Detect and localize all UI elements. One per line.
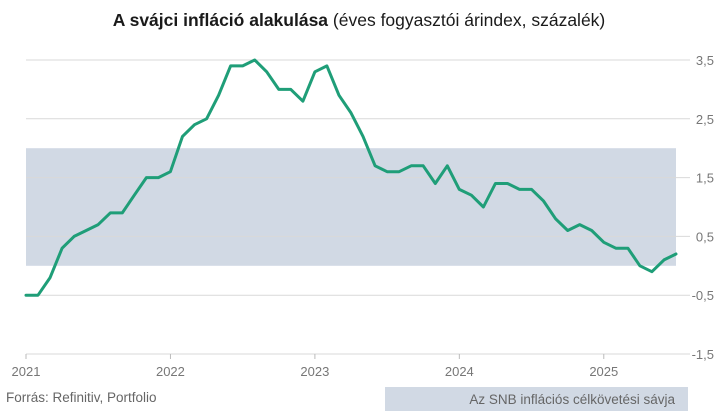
line-chart: 3,5 2,5 1,5 0,5 -0,5 -1,5 2021 2022 2023 2024 202… — [12, 53, 714, 379]
y-tick-label: 0,5 — [696, 229, 714, 244]
x-tick-label: 2022 — [156, 364, 185, 379]
target-band — [26, 148, 676, 266]
y-tick-label: -0,5 — [692, 288, 714, 303]
chart-title-main: A svájci infláció alakulása — [112, 10, 329, 30]
y-tick-label: -1,5 — [692, 347, 714, 362]
y-tick-label: 3,5 — [696, 53, 714, 68]
x-tick-label: 2024 — [445, 364, 474, 379]
legend-band-label: Az SNB inflációs célkövetési sávja — [469, 391, 675, 407]
y-tick-label: 1,5 — [696, 171, 714, 186]
chart-title: A svájci infláció alakulása (éves fogyas… — [0, 10, 718, 31]
x-tick-label: 2025 — [589, 364, 618, 379]
x-tick-label: 2021 — [12, 364, 41, 379]
chart-title-subtitle: (éves fogyasztói árindex, százalék) — [328, 10, 606, 30]
y-tick-label: 2,5 — [696, 112, 714, 127]
x-tick-label: 2023 — [300, 364, 329, 379]
inflation-line — [24, 58, 678, 297]
source-note: Forrás: Refinitiv, Portfolio — [6, 390, 157, 405]
legend-band: Az SNB inflációs célkövetési sávja — [385, 387, 688, 411]
